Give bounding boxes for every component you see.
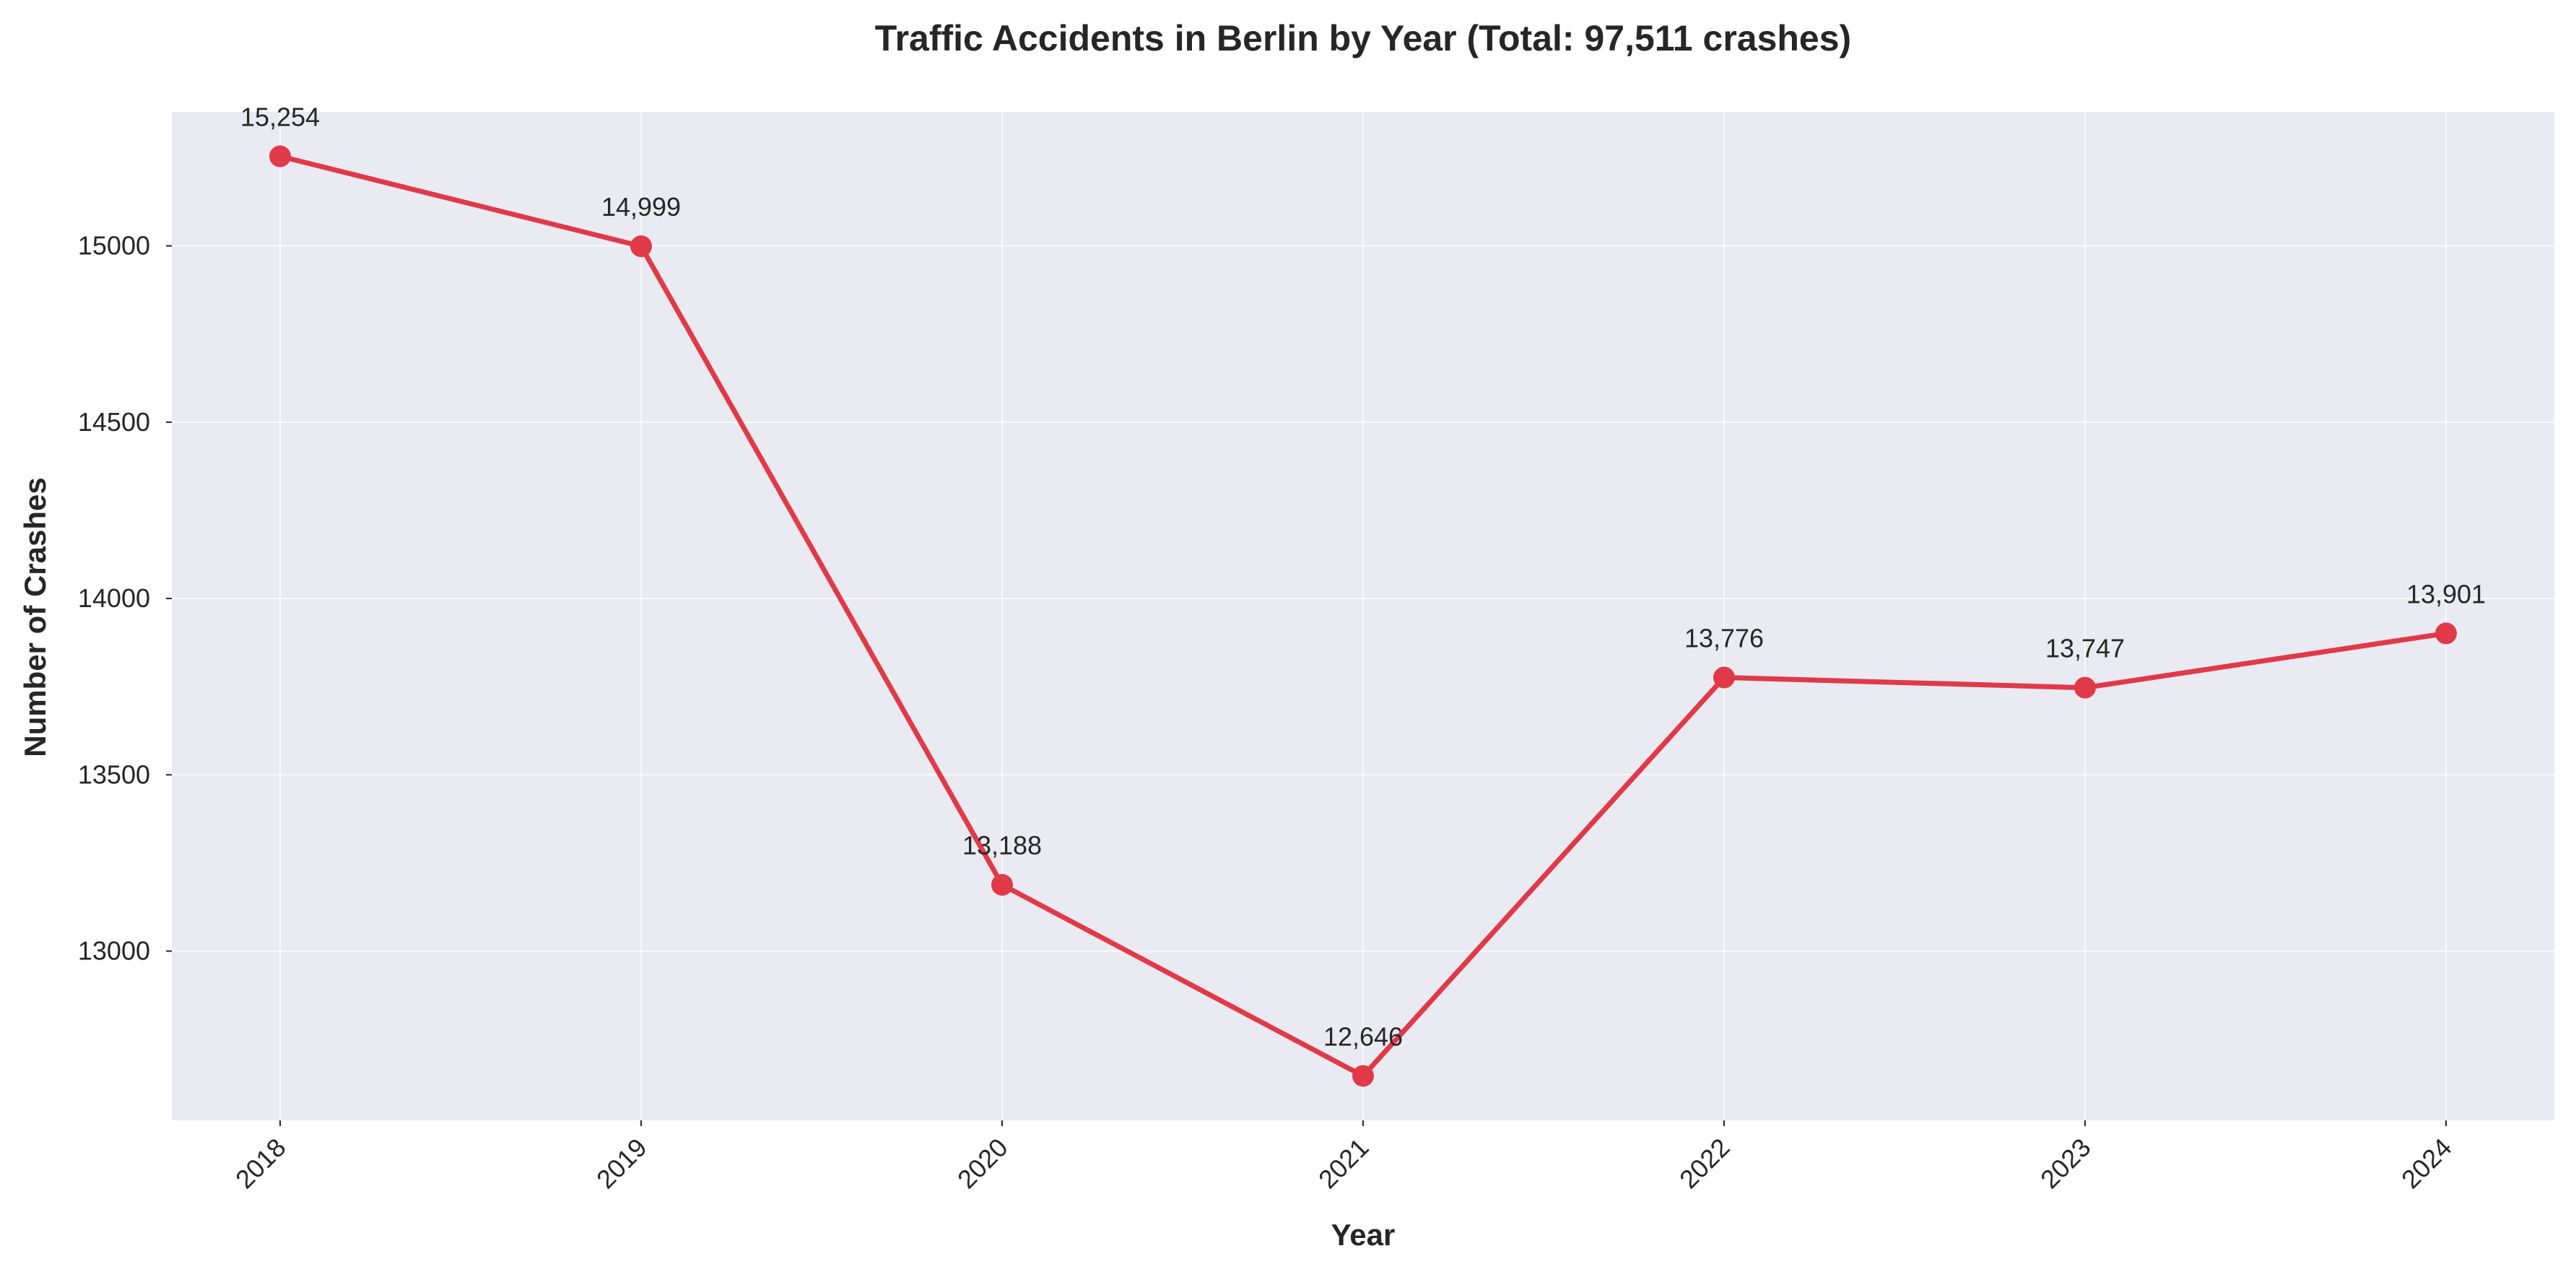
y-tick-label: 14000 [78, 583, 150, 613]
data-point [269, 145, 291, 167]
data-label: 13,747 [2045, 634, 2125, 663]
data-label: 13,188 [962, 831, 1042, 860]
x-tick-label: 2021 [1313, 1133, 1375, 1195]
y-tick-label: 13000 [78, 936, 150, 966]
x-axis-label: Year [1331, 1218, 1396, 1252]
data-point [630, 235, 652, 258]
data-point [2074, 676, 2096, 699]
chart-title: Traffic Accidents in Berlin by Year (Tot… [875, 18, 1851, 58]
data-point [2435, 622, 2457, 645]
x-axis: 2018 2019 2020 2021 2022 2023 2024 [230, 1120, 2458, 1194]
y-tick-label: 13500 [78, 759, 150, 789]
data-label: 15,254 [240, 103, 320, 132]
x-tick-label: 2020 [952, 1133, 1014, 1195]
data-points [269, 145, 2457, 1087]
x-tick-label: 2022 [1674, 1133, 1736, 1195]
x-tick-label: 2018 [230, 1133, 292, 1195]
y-axis-label: Number of Crashes [18, 477, 52, 757]
x-tick-label: 2019 [591, 1133, 653, 1195]
data-label: 12,646 [1323, 1021, 1403, 1051]
data-point [1713, 666, 1735, 689]
data-label: 14,999 [601, 192, 681, 222]
grid [172, 112, 2554, 1120]
x-tick-label: 2024 [2396, 1133, 2458, 1195]
y-tick-label: 14500 [78, 407, 150, 437]
x-tick-label: 2023 [2035, 1133, 2097, 1195]
data-labels: 15,254 14,999 13,188 12,646 13,776 13,747 13,9… [240, 103, 2486, 1052]
y-axis: 13000 13500 14000 14500 15000 [78, 231, 172, 966]
y-tick-label: 15000 [78, 231, 150, 261]
data-point [991, 873, 1013, 896]
data-label: 13,776 [1684, 623, 1764, 653]
data-point [1352, 1065, 1374, 1087]
data-label: 13,901 [2406, 579, 2486, 609]
